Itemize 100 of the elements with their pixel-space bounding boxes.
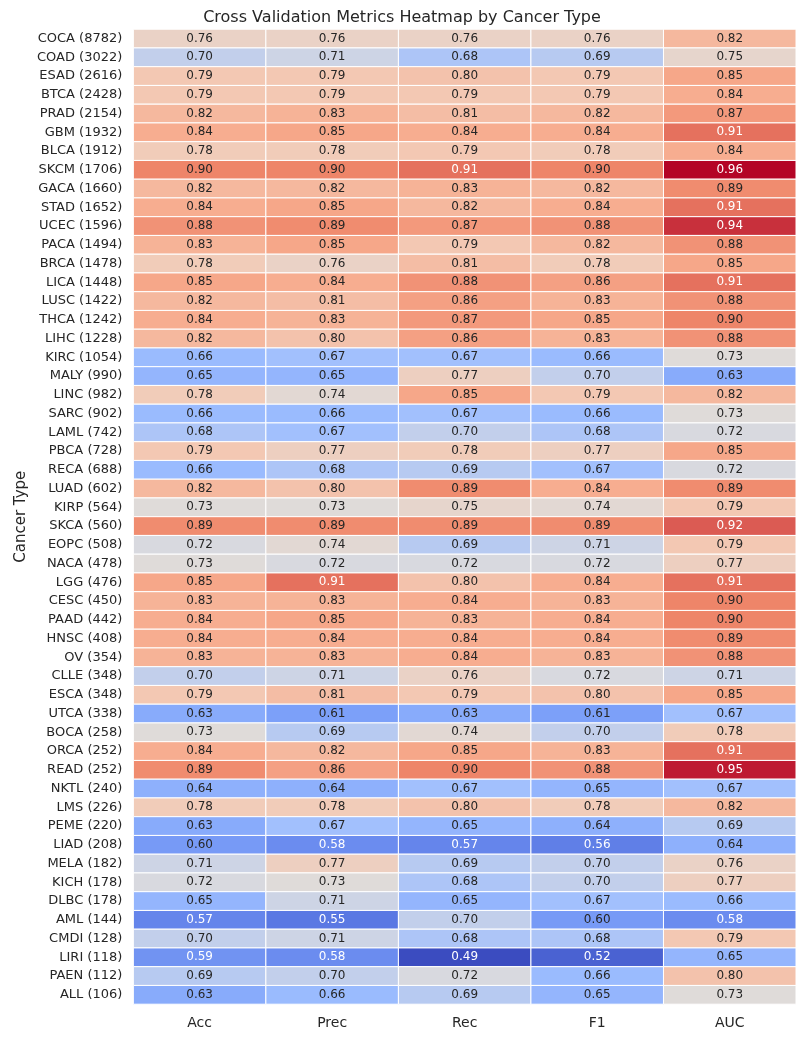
data-label: 0.64 [186, 780, 213, 795]
data-label: 0.79 [583, 386, 611, 401]
data-label: 0.70 [186, 930, 213, 945]
data-label: 0.88 [583, 218, 611, 233]
data-label: 0.90 [716, 311, 744, 326]
data-label: 0.70 [451, 911, 479, 926]
data-label: 0.90 [583, 161, 611, 176]
data-label: 0.66 [318, 405, 346, 420]
data-label: 0.91 [716, 124, 744, 139]
y-tick-label: NKTL (240) [50, 779, 123, 795]
data-label: 0.79 [451, 686, 479, 701]
data-label: 0.81 [451, 105, 479, 120]
data-label: 0.78 [186, 255, 213, 270]
y-tick-label: LIRI (118) [59, 948, 123, 964]
y-tick-label: CLLE (348) [51, 667, 123, 683]
data-label: 0.58 [318, 836, 346, 851]
data-label: 0.78 [318, 143, 346, 158]
y-tick-label: DLBC (178) [48, 892, 123, 908]
data-label: 0.83 [583, 593, 611, 608]
data-label: 0.55 [318, 911, 346, 926]
data-label: 0.70 [583, 855, 611, 870]
data-label: 0.72 [716, 461, 744, 476]
data-label: 0.84 [318, 630, 346, 645]
data-label: 0.91 [716, 743, 744, 758]
data-label: 0.65 [583, 986, 611, 1001]
data-label: 0.61 [318, 705, 346, 720]
y-tick-label: BTCA (2428) [40, 86, 123, 102]
y-tick-label: MALY (990) [49, 367, 123, 383]
data-label: 0.66 [186, 349, 213, 364]
data-label: 0.78 [186, 143, 213, 158]
data-label: 0.84 [318, 274, 346, 289]
data-label: 0.73 [716, 405, 744, 420]
data-label: 0.70 [318, 968, 346, 983]
data-label: 0.73 [186, 555, 213, 570]
y-tick-label: PAAD (442) [48, 611, 123, 627]
data-label: 0.84 [583, 199, 611, 214]
data-label: 0.49 [451, 949, 479, 964]
y-tick-label: UTCA (338) [48, 704, 123, 720]
data-label: 0.84 [451, 124, 479, 139]
data-label: 0.82 [583, 105, 611, 120]
data-label: 0.85 [716, 68, 744, 83]
data-label: 0.68 [451, 874, 479, 889]
data-label: 0.82 [716, 386, 744, 401]
data-label: 0.82 [318, 743, 346, 758]
data-label: 0.83 [583, 649, 611, 664]
data-label: 0.57 [451, 836, 479, 851]
data-label: 0.68 [583, 424, 611, 439]
data-label: 0.78 [318, 799, 346, 814]
data-label: 0.65 [583, 780, 611, 795]
chart-title: Cross Validation Metrics Heatmap by Cancer Type [203, 6, 601, 26]
data-label: 0.69 [318, 724, 346, 739]
data-label: 0.70 [583, 874, 611, 889]
data-label: 0.79 [186, 68, 213, 83]
data-label: 0.82 [318, 180, 346, 195]
x-tick-label: Acc [187, 1014, 212, 1031]
data-label: 0.70 [583, 368, 611, 383]
data-label: 0.75 [716, 49, 744, 64]
data-label: 0.71 [318, 893, 346, 908]
data-label: 0.82 [583, 180, 611, 195]
data-label: 0.65 [451, 818, 479, 833]
data-label: 0.79 [583, 86, 611, 101]
data-label: 0.78 [583, 255, 611, 270]
data-label: 0.83 [583, 743, 611, 758]
data-label: 0.67 [318, 818, 346, 833]
y-tick-label: HNSC (408) [46, 629, 123, 645]
y-tick-label: BLCA (1912) [40, 142, 123, 158]
data-label: 0.71 [186, 855, 213, 870]
data-label: 0.94 [716, 218, 744, 233]
data-label: 0.69 [451, 461, 479, 476]
data-label: 0.67 [716, 780, 744, 795]
data-label: 0.88 [583, 761, 611, 776]
data-label: 0.73 [318, 874, 346, 889]
data-label: 0.80 [451, 799, 479, 814]
data-label: 0.71 [318, 930, 346, 945]
data-label: 0.85 [318, 236, 346, 251]
data-label: 0.76 [716, 855, 744, 870]
data-label: 0.79 [716, 499, 744, 514]
data-label: 0.77 [716, 555, 744, 570]
data-label: 0.70 [583, 724, 611, 739]
data-label: 0.57 [186, 911, 213, 926]
data-label: 0.61 [583, 705, 611, 720]
y-tick-label: CMDI (128) [49, 929, 123, 945]
data-label: 0.84 [583, 611, 611, 626]
data-label: 0.80 [451, 68, 479, 83]
data-label: 0.65 [318, 368, 346, 383]
data-label: 0.84 [186, 630, 213, 645]
data-label: 0.77 [583, 443, 611, 458]
data-label: 0.80 [716, 968, 744, 983]
data-label: 0.84 [716, 143, 744, 158]
data-label: 0.63 [716, 368, 744, 383]
data-label: 0.78 [451, 443, 479, 458]
data-label: 0.91 [716, 199, 744, 214]
data-label: 0.90 [451, 761, 479, 776]
data-label: 0.91 [716, 574, 744, 589]
data-label: 0.65 [716, 949, 744, 964]
data-label: 0.85 [186, 574, 213, 589]
data-label: 0.65 [186, 368, 213, 383]
data-label: 0.90 [716, 611, 744, 626]
y-tick-label: LMS (226) [56, 798, 123, 814]
data-label: 0.68 [451, 930, 479, 945]
